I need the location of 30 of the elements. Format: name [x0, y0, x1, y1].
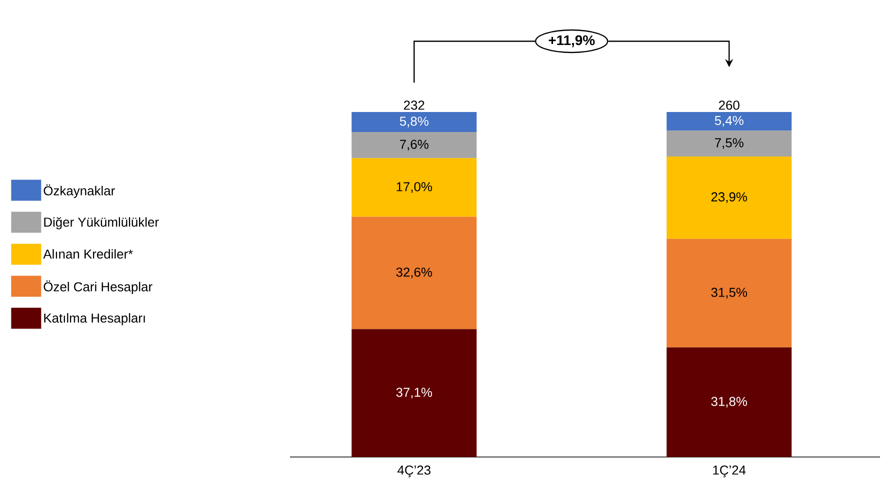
legend-label: Alınan Krediler* — [43, 249, 133, 259]
bar — [666, 238, 792, 348]
legend-label: Özel Cari Hesaplar — [44, 280, 152, 294]
data-label: 5,8% — [400, 116, 428, 128]
bar — [352, 132, 477, 158]
legend-label: Özkaynaklar — [44, 184, 115, 198]
data-label: 17,0% — [396, 182, 432, 193]
data-label: 37,1% — [396, 388, 432, 398]
legend-label: Diğer Yükümlülükler — [44, 217, 159, 230]
bar — [666, 130, 792, 156]
data-label: 32,6% — [396, 268, 432, 278]
data-label: 7,6% — [400, 140, 428, 150]
data-label: 5,4% — [714, 116, 744, 127]
x-tick-label: 4Ç’23 — [397, 466, 430, 478]
bar — [352, 112, 477, 132]
data-label: 7,5% — [715, 138, 744, 149]
legend-label: Katılma Hesapları — [44, 313, 145, 326]
data-label: 31,5% — [711, 288, 748, 298]
bar — [352, 158, 477, 217]
bar — [352, 329, 477, 457]
text: +11,9% — [548, 35, 595, 48]
annotation: 260 — [718, 100, 740, 110]
annotation: 232 — [404, 100, 424, 110]
data-label: 23,9% — [711, 192, 748, 203]
bar — [666, 156, 792, 239]
bar — [666, 347, 792, 457]
data-label: 31,8% — [711, 396, 748, 408]
bar — [666, 112, 792, 131]
x-tick-label: 1Ç’24 — [713, 466, 746, 478]
bar — [352, 216, 477, 330]
